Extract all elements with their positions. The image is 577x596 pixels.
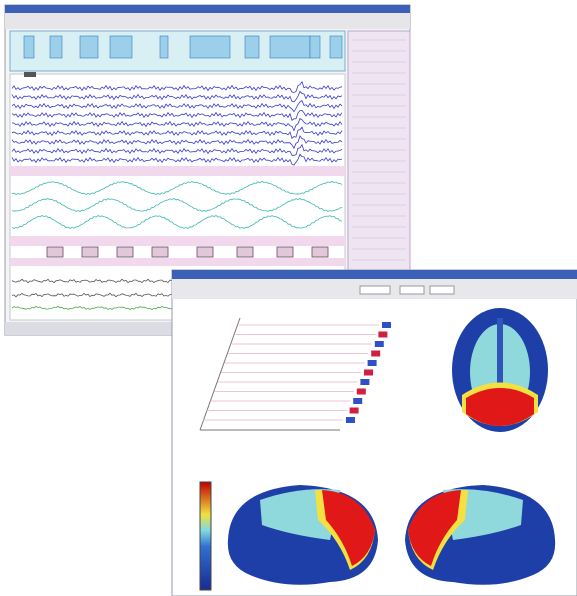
brain-region	[322, 490, 375, 566]
brain-right-view	[405, 485, 556, 585]
trace	[11, 198, 343, 212]
event-box	[81, 246, 99, 258]
brain-left-view	[227, 485, 378, 585]
axis	[199, 317, 241, 431]
overview-block	[189, 35, 231, 59]
marker	[24, 72, 36, 77]
stacked-waveforms	[199, 317, 391, 431]
waveform-marker	[360, 379, 370, 385]
trace	[11, 100, 343, 113]
trace	[11, 143, 343, 156]
event-box	[311, 246, 329, 258]
overview-block	[79, 35, 99, 59]
trace	[11, 153, 343, 166]
waveform-marker	[378, 331, 388, 338]
event-box	[236, 246, 254, 258]
waveform-marker	[374, 341, 384, 347]
brain-fissure	[497, 318, 503, 418]
event-box	[46, 246, 64, 258]
event-box	[116, 246, 134, 258]
waveform-marker	[364, 369, 373, 376]
overview-block	[244, 35, 260, 59]
waveform-marker	[346, 417, 355, 423]
waveform-marker	[353, 398, 363, 404]
waveform-marker	[382, 322, 391, 328]
overview-block	[49, 35, 63, 59]
toolbar	[5, 13, 410, 29]
trace	[11, 90, 343, 103]
overview-block	[269, 35, 311, 59]
dropdown[interactable]	[399, 285, 425, 295]
dropdown[interactable]	[359, 285, 391, 295]
event-box	[276, 246, 294, 258]
waveform-marker	[367, 360, 377, 366]
trace	[11, 109, 343, 121]
overview-blocks	[23, 35, 343, 59]
mapping-window	[171, 269, 577, 596]
overview-block	[23, 35, 35, 59]
event-box	[151, 246, 169, 258]
trace	[11, 80, 343, 93]
overview-block	[109, 35, 133, 59]
trace	[11, 126, 343, 140]
dropdown[interactable]	[429, 285, 455, 295]
eeg-window	[4, 4, 411, 336]
waveform-marker	[371, 350, 381, 357]
brain-region	[466, 388, 534, 426]
highlight-band	[10, 258, 345, 266]
overview-block	[309, 35, 321, 59]
brain-top-view	[452, 308, 548, 432]
trace	[11, 117, 343, 132]
brain-region	[408, 490, 461, 566]
waveform-marker	[356, 388, 366, 395]
trace	[11, 135, 343, 150]
overview-block	[159, 35, 169, 59]
color-bar	[199, 481, 212, 591]
trace	[11, 215, 343, 229]
highlight-band	[10, 236, 345, 246]
highlight-band	[10, 166, 345, 176]
title-bar	[5, 5, 410, 13]
waveform-marker	[349, 407, 359, 414]
event-box	[196, 246, 214, 258]
title-bar	[172, 270, 577, 279]
overview-block	[329, 35, 343, 59]
trace	[11, 180, 343, 195]
